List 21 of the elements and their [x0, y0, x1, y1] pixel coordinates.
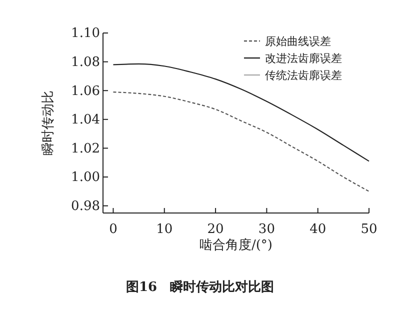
line-series	[112, 91, 370, 192]
y-tick-label: 0.98	[71, 198, 100, 214]
y-tick-label: 1.08	[71, 54, 100, 70]
legend-label: 原始曲线误差	[265, 35, 331, 48]
x-tick-label: 50	[360, 222, 378, 237]
x-tick-label: 0	[109, 222, 118, 237]
y-tick-label: 1.10	[71, 26, 100, 42]
y-axis-title: 瞬时传动比	[41, 90, 56, 156]
text: 图16 瞬时传动比对比图	[126, 279, 274, 295]
x-tick-label: 30	[258, 222, 275, 237]
legend-label: 传统法齿廓误差	[265, 69, 342, 82]
y-tick-label: 1.04	[71, 112, 100, 128]
x-tick-label: 10	[156, 222, 173, 237]
y-tick-label: 1.06	[71, 84, 100, 99]
line-series	[112, 63, 370, 162]
x-axis-title: 啮合角度/(°)	[199, 237, 273, 253]
legend-label: 改进法齿廓误差	[265, 52, 342, 65]
x-tick-label: 20	[207, 222, 224, 237]
x-tick-label: 40	[310, 222, 326, 237]
y-tick-label: 1.00	[71, 170, 100, 186]
y-tick-label: 1.02	[71, 141, 100, 156]
